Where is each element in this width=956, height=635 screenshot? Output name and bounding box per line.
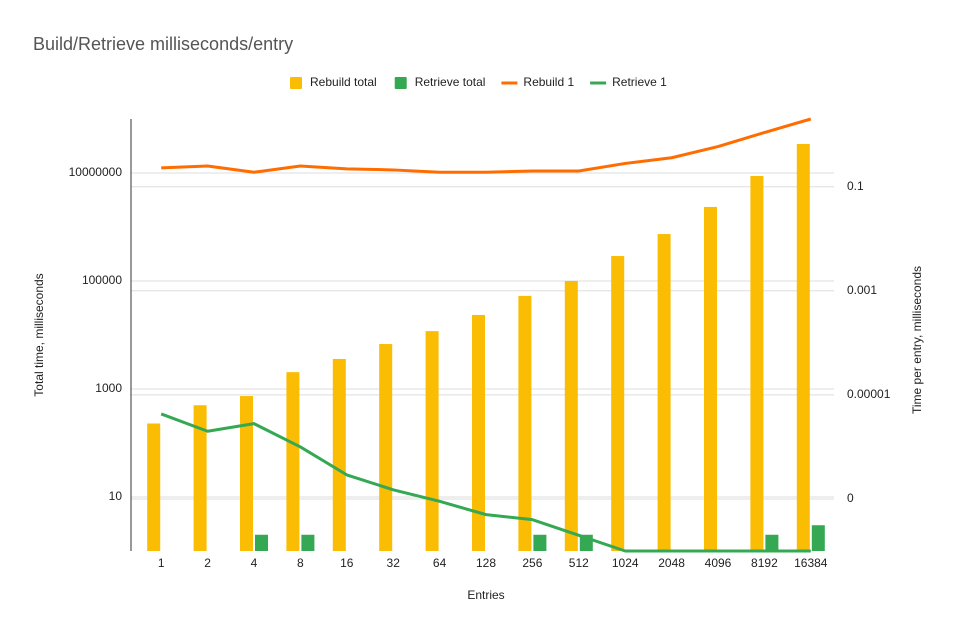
y-tick-label: 10	[109, 489, 123, 503]
x-tick-label: 16384	[794, 556, 828, 570]
bar	[193, 405, 207, 551]
bar	[379, 344, 393, 551]
x-tick-label: 16	[340, 556, 354, 570]
y-tick-label: 1000	[95, 381, 122, 395]
line	[160, 412, 811, 553]
bar	[518, 295, 532, 551]
x-tick-label: 256	[522, 556, 542, 570]
legend-label: Retrieve 1	[612, 75, 667, 89]
chart-title: Build/Retrieve milliseconds/entry	[33, 34, 293, 54]
y2-tick-label: 0.1	[847, 179, 864, 193]
bar	[765, 534, 779, 551]
bar	[611, 256, 625, 551]
legend-label: Rebuild 1	[523, 75, 574, 89]
y-tick-label: 10000000	[69, 165, 123, 179]
x-tick-label: 2048	[658, 556, 685, 570]
x-tick-label: 1024	[612, 556, 639, 570]
x-tick-label: 1	[158, 556, 165, 570]
x-tick-label: 8	[297, 556, 304, 570]
legend-label: Rebuild total	[310, 75, 377, 89]
x-tick-label: 4096	[705, 556, 732, 570]
bar	[147, 423, 161, 551]
bar	[564, 281, 578, 551]
bar	[240, 396, 253, 551]
x-tick-label: 4	[251, 556, 258, 570]
legend-swatch	[394, 77, 407, 89]
y2-tick-label: 0	[847, 491, 854, 505]
bar	[255, 534, 268, 551]
legend-swatch	[290, 77, 302, 89]
bar	[750, 175, 764, 552]
bar	[425, 331, 439, 551]
bar	[301, 534, 315, 551]
y-axis-title: Total time, milliseconds	[32, 273, 46, 396]
bar	[657, 234, 671, 551]
bar	[533, 534, 547, 551]
x-axis-title: Entries	[467, 588, 504, 602]
bar	[472, 314, 485, 551]
x-tick-label: 2	[204, 556, 211, 570]
x-tick-label: 512	[569, 556, 589, 570]
x-tick-label: 8192	[751, 556, 778, 570]
x-tick-label: 32	[387, 556, 401, 570]
bar	[811, 525, 825, 551]
bar	[796, 143, 810, 551]
y2-axis-title: Time per entry, milliseconds	[910, 266, 924, 414]
x-tick-label: 128	[476, 556, 496, 570]
bar	[704, 206, 717, 551]
line	[161, 117, 812, 174]
y2-tick-label: 0.00001	[847, 387, 891, 401]
y2-tick-label: 0.001	[847, 283, 877, 297]
x-tick-label: 64	[433, 556, 447, 570]
y-tick-label: 100000	[82, 273, 122, 287]
bar	[286, 372, 300, 551]
bar	[332, 358, 346, 551]
legend-label: Retrieve total	[415, 75, 486, 89]
